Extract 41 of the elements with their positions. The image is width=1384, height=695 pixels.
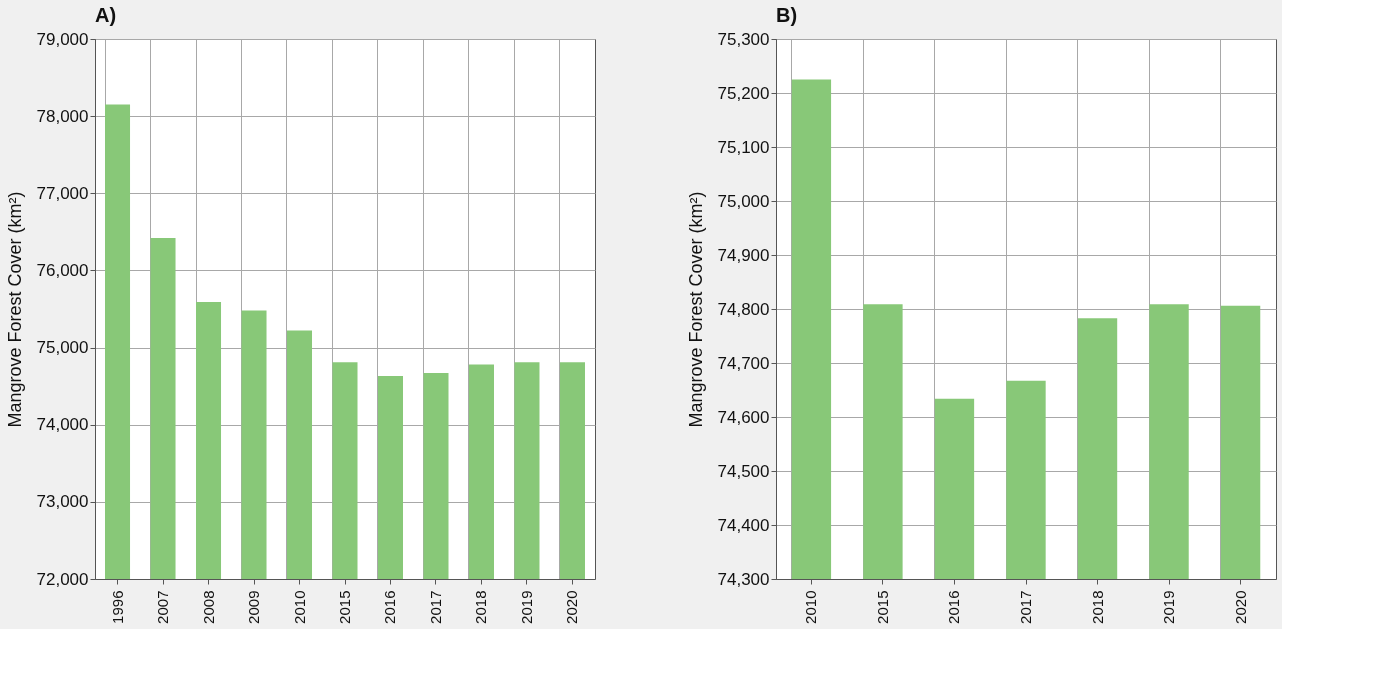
x-tick-label: 2015 xyxy=(873,590,891,624)
y-tick-label: 77,000 xyxy=(36,183,89,203)
y-tick-label: 73,000 xyxy=(36,492,89,512)
y-tick-label: 74,800 xyxy=(717,299,770,319)
y-tick-label: 79,000 xyxy=(36,29,89,49)
y-tick-label: 75,000 xyxy=(717,191,770,211)
y-tick-label: 74,400 xyxy=(717,515,770,535)
y-tick-label: 75,100 xyxy=(717,137,770,157)
y-axis-title: Mangrove Forest Cover (km²) xyxy=(685,191,706,428)
x-tick-label: 2017 xyxy=(1017,590,1034,624)
x-tick-label: 2007 xyxy=(154,590,172,624)
x-tick-label: 2009 xyxy=(245,590,263,624)
x-tick-label: 2010 xyxy=(802,590,820,624)
y-tick-label: 75,300 xyxy=(717,29,770,49)
y-tick-label: 74,700 xyxy=(717,353,770,373)
y-axis-title: Mangrove Forest Cover (km²) xyxy=(4,191,25,428)
x-tick-label: 2015 xyxy=(336,590,353,624)
chart-title: A) xyxy=(95,4,117,26)
y-tick-label: 76,000 xyxy=(36,260,89,280)
x-tick-label: 2017 xyxy=(426,590,444,624)
x-tick-label: 2018 xyxy=(1088,590,1106,624)
y-tick-label: 74,000 xyxy=(36,415,89,435)
y-tick-label: 74,600 xyxy=(717,407,770,427)
y-tick-label: 74,900 xyxy=(717,245,770,265)
x-tick-label: 2019 xyxy=(1160,590,1178,624)
x-tick-label: 2008 xyxy=(199,590,217,624)
y-tick-label: 75,000 xyxy=(36,338,89,358)
x-tick-label: 1996 xyxy=(108,590,126,624)
x-tick-label: 2019 xyxy=(517,590,535,624)
y-tick-label: 74,300 xyxy=(717,569,770,589)
y-tick-label: 72,000 xyxy=(36,569,89,589)
x-tick-label: 2010 xyxy=(290,590,308,624)
x-tick-label: 2016 xyxy=(381,590,399,624)
x-tick-label: 2020 xyxy=(563,590,581,624)
x-tick-label: 2020 xyxy=(1231,590,1249,624)
y-tick-label: 75,200 xyxy=(717,83,770,103)
x-tick-label: 2018 xyxy=(472,590,490,624)
x-tick-label: 2016 xyxy=(945,590,963,624)
y-tick-label: 78,000 xyxy=(36,106,89,126)
chart-title: B) xyxy=(776,4,798,26)
y-tick-label: 74,500 xyxy=(717,461,770,481)
